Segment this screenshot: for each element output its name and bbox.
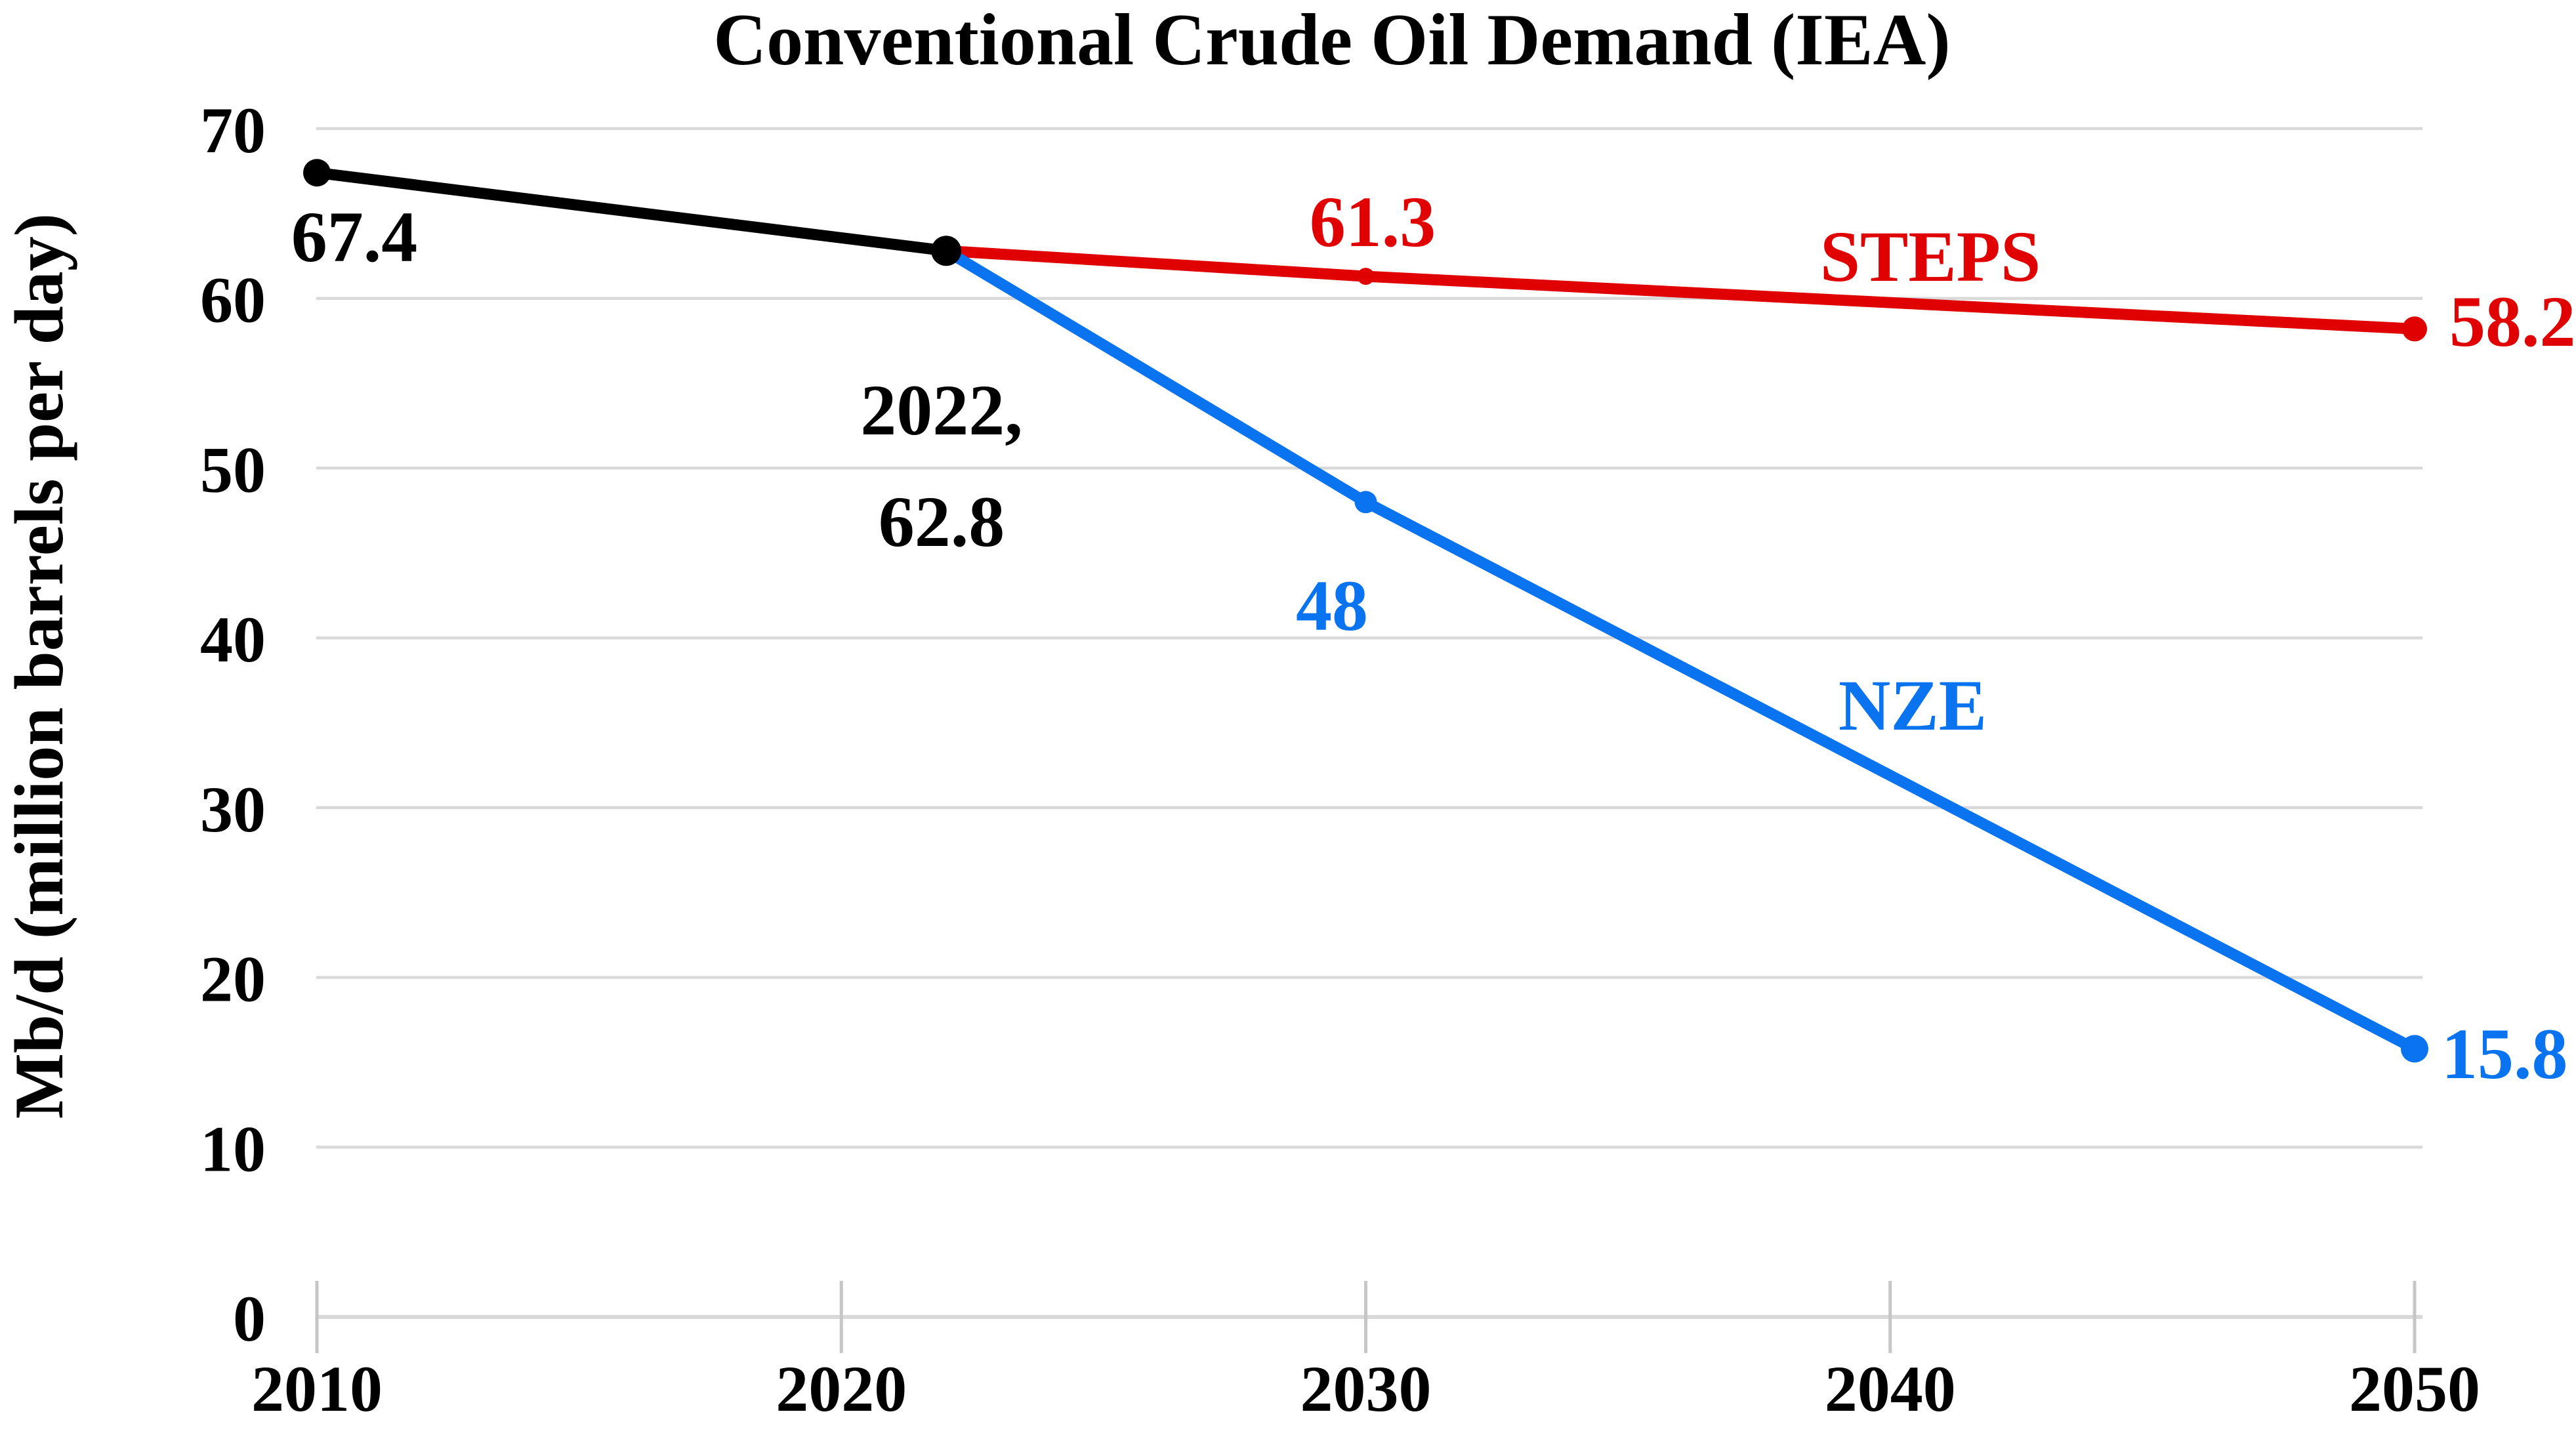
y-tick-label-40: 40 — [200, 603, 266, 676]
marker-nze-2030 — [1354, 491, 1377, 514]
annotation-value-58-2: 58.2 — [2449, 282, 2576, 362]
y-tick-label-0: 0 — [233, 1282, 266, 1355]
series-line-nze — [940, 245, 2420, 1054]
x-tick-label-2030: 2030 — [1300, 1352, 1432, 1425]
marker-historical-2010 — [303, 159, 331, 187]
annotation-value-61-3: 61.3 — [1310, 182, 1436, 262]
x-tick-label-2010: 2010 — [251, 1352, 383, 1425]
x-tick-label-2020: 2020 — [776, 1352, 907, 1425]
annotation-value-67-4: 67.4 — [291, 197, 418, 277]
annotation-series-label-nze: NZE — [1839, 665, 1987, 745]
x-tick-label-2050: 2050 — [2349, 1352, 2480, 1425]
y-tick-label-30: 30 — [200, 773, 266, 846]
y-tick-label-50: 50 — [200, 433, 266, 506]
marker-historical-2022 — [931, 236, 962, 266]
annotation-series-label-steps: STEPS — [1820, 217, 2041, 297]
annotation-value-48: 48 — [1296, 566, 1368, 646]
y-tick-label-10: 10 — [200, 1112, 266, 1185]
y-tick-label-60: 60 — [200, 264, 266, 337]
marker-nze-2050 — [2401, 1035, 2428, 1063]
series-line-historical — [311, 167, 952, 257]
marker-steps-2030 — [1357, 268, 1375, 285]
y-axis-title: Mb/d (million barrels per day) — [1, 213, 77, 1119]
y-tick-label-20: 20 — [200, 943, 266, 1016]
axis-ticks — [315, 1281, 2417, 1353]
data-annotations: 67.4 2022, 62.8 61.3 STEPS 48 NZE 58.2 15.8 — [291, 182, 2576, 1094]
chart-title: Conventional Crude Oil Demand (IEA) — [713, 0, 1950, 81]
series-line-steps — [940, 245, 2420, 335]
annotation-value-15-8: 15.8 — [2441, 1014, 2568, 1094]
x-tick-label-2040: 2040 — [1825, 1352, 1956, 1425]
annotation-value-62-8: 62.8 — [879, 482, 1005, 562]
series-markers — [303, 159, 2428, 1063]
marker-steps-2050 — [2402, 316, 2427, 342]
annotation-point-year-2022: 2022, — [860, 370, 1023, 450]
y-tick-label-70: 70 — [200, 94, 266, 167]
gridlines — [316, 127, 2422, 1319]
